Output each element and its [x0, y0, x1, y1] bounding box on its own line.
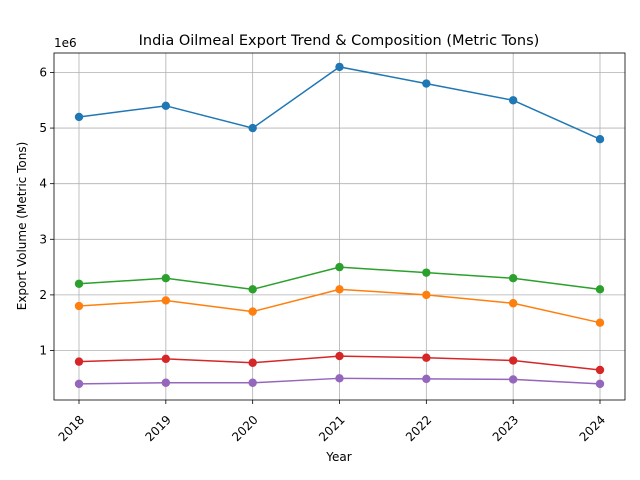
data-point — [248, 285, 257, 294]
x-tick-label: 2020 — [229, 413, 260, 444]
series-group — [74, 62, 605, 389]
data-point — [508, 299, 518, 308]
y-tick-label: 5 — [39, 121, 47, 135]
data-point — [595, 285, 605, 294]
x-axis-label: Year — [325, 450, 351, 464]
data-point — [595, 318, 605, 327]
data-point — [74, 112, 84, 122]
series-2 — [74, 285, 605, 327]
x-axis: 2018 2019 2020 2021 2022 2023 2024 — [56, 400, 608, 444]
data-point — [74, 279, 84, 288]
data-point — [422, 268, 431, 277]
data-point — [422, 79, 431, 88]
data-point — [508, 356, 518, 365]
x-tick-label: 2019 — [142, 413, 173, 444]
data-point — [335, 262, 344, 272]
data-point — [335, 62, 344, 72]
y-offset-label: 1e6 — [54, 36, 77, 50]
data-point — [335, 285, 344, 294]
x-tick-label: 2018 — [56, 413, 87, 444]
data-point — [508, 96, 518, 105]
data-point — [508, 375, 518, 384]
data-point — [508, 274, 518, 283]
y-axis: 1 2 3 4 5 6 — [39, 65, 54, 358]
data-point — [595, 379, 605, 389]
series-5 — [74, 374, 605, 389]
data-point — [422, 374, 431, 384]
data-point — [74, 357, 84, 366]
grid — [54, 53, 625, 400]
data-point — [161, 274, 171, 283]
data-point — [595, 365, 605, 375]
data-point — [335, 374, 344, 383]
data-point — [422, 290, 431, 300]
data-point — [248, 307, 257, 316]
x-tick-label: 2023 — [490, 413, 521, 444]
data-point — [161, 101, 171, 111]
x-tick-label: 2021 — [316, 413, 347, 444]
series-1 — [74, 62, 605, 144]
data-point — [595, 134, 605, 144]
y-tick-label: 3 — [39, 232, 47, 246]
series-4 — [74, 351, 605, 375]
chart-title: India Oilmeal Export Trend & Composition… — [139, 33, 540, 49]
data-point — [74, 301, 84, 311]
data-point — [248, 378, 257, 387]
x-tick-label: 2024 — [577, 413, 608, 444]
series-3 — [74, 262, 605, 294]
y-tick-label: 4 — [39, 177, 47, 191]
data-point — [422, 353, 431, 362]
y-tick-label: 6 — [39, 65, 47, 79]
data-point — [335, 351, 344, 361]
y-tick-label: 1 — [39, 344, 47, 358]
data-point — [161, 378, 171, 387]
y-tick-label: 2 — [39, 288, 47, 302]
data-point — [161, 354, 171, 364]
data-point — [74, 379, 84, 389]
data-point — [248, 123, 257, 133]
x-tick-label: 2022 — [403, 413, 434, 444]
data-point — [161, 296, 171, 305]
y-axis-label: Export Volume (Metric Tons) — [15, 142, 29, 311]
data-point — [248, 358, 257, 367]
